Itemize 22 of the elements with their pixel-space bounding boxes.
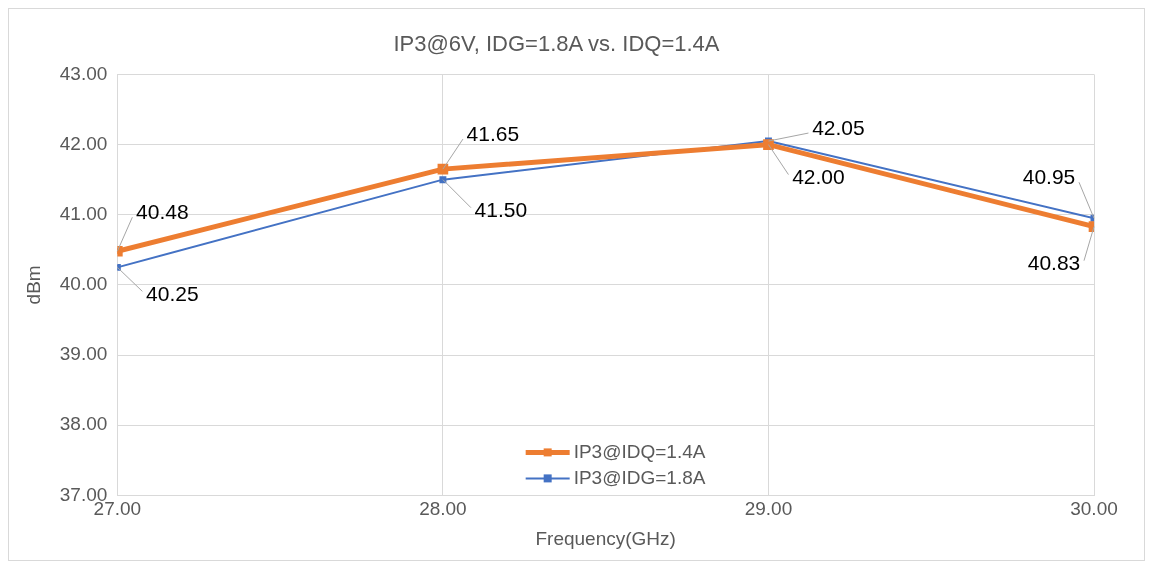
x-axis-title: Frequency(GHz) — [535, 527, 676, 549]
data-label: 40.25 — [146, 282, 199, 306]
data-label: 41.65 — [466, 121, 520, 145]
data-label: 42.00 — [792, 165, 845, 189]
legend-label: IP3@IDQ=1.4A — [573, 440, 706, 462]
legend-label: IP3@IDG=1.8A — [573, 466, 706, 488]
data-label: 42.05 — [812, 115, 865, 139]
x-tick-label: 30.00 — [1070, 498, 1118, 520]
chart-title: IP3@6V, IDG=1.8A vs. IDQ=1.4A — [393, 31, 720, 57]
y-tick-label: 40.00 — [59, 273, 108, 295]
x-tick-label: 29.00 — [744, 498, 793, 520]
y-tick-label: 42.00 — [59, 132, 108, 154]
data-label: 40.48 — [136, 200, 189, 224]
y-tick-label: 43.00 — [59, 62, 108, 84]
y-tick-label: 41.00 — [59, 202, 108, 224]
data-label: 41.50 — [474, 198, 528, 222]
data-label: 40.95 — [1022, 165, 1076, 189]
data-label: 40.83 — [1027, 251, 1081, 275]
y-tick-label: 38.00 — [59, 413, 108, 435]
x-tick-label: 28.00 — [419, 498, 467, 520]
y-axis-title: dBm — [22, 265, 44, 305]
y-tick-label: 39.00 — [59, 343, 108, 365]
